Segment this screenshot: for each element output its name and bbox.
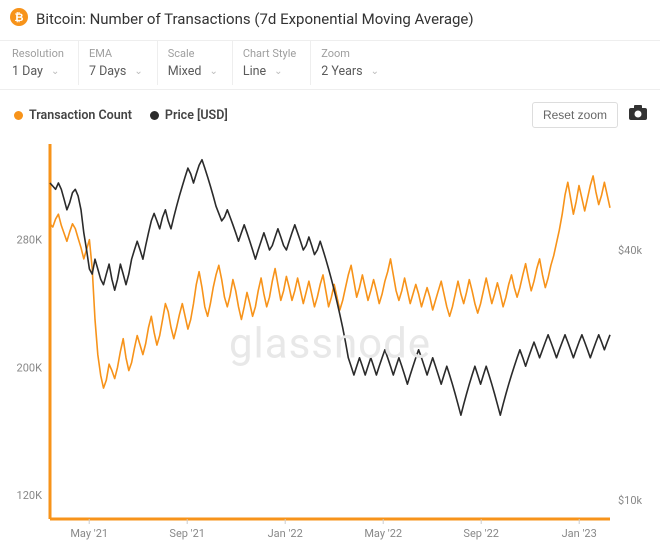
control-scale[interactable]: Scale Mixed ⌄ <box>158 41 233 85</box>
legend-dot <box>150 111 159 120</box>
control-resolution[interactable]: Resolution 1 Day ⌄ <box>2 41 79 85</box>
control-label: Resolution <box>12 47 64 60</box>
legend: Transaction Count Price [USD] <box>14 108 228 123</box>
control-label: Zoom <box>321 47 379 60</box>
control-label: Scale <box>168 47 218 60</box>
chevron-down-icon: ⌄ <box>371 66 379 77</box>
legend-item-price[interactable]: Price [USD] <box>150 108 228 123</box>
svg-text:$40k: $40k <box>618 244 643 257</box>
svg-text:May '22: May '22 <box>364 527 402 540</box>
svg-text:120K: 120K <box>17 489 43 502</box>
chevron-down-icon: ⌄ <box>51 66 59 77</box>
svg-text:Sep '21: Sep '21 <box>169 527 205 540</box>
control-ema[interactable]: EMA 7 Days ⌄ <box>79 41 158 85</box>
chevron-down-icon: ⌄ <box>274 66 282 77</box>
control-chartstyle[interactable]: Chart Style Line ⌄ <box>233 41 311 85</box>
chevron-down-icon: ⌄ <box>209 66 217 77</box>
chart-svg: 120K 200K 280K $10k $40k May '21 Sep '21 Jan '2… <box>0 134 660 554</box>
svg-text:Jan '23: Jan '23 <box>562 527 597 540</box>
control-label: EMA <box>89 47 143 60</box>
control-zoom[interactable]: Zoom 2 Years ⌄ <box>311 41 393 85</box>
controls-bar: Resolution 1 Day ⌄ EMA 7 Days ⌄ Scale Mixe… <box>0 40 660 90</box>
chart[interactable]: glassnode 120K200K280K$10k$40kMay '21Sep… <box>0 134 660 554</box>
svg-text:₿: ₿ <box>14 11 23 24</box>
control-value: 1 Day <box>12 64 43 79</box>
svg-text:May '21: May '21 <box>70 527 108 540</box>
legend-label: Transaction Count <box>29 108 132 123</box>
page-title: Bitcoin: Number of Transactions (7d Expo… <box>36 10 474 28</box>
control-value: Mixed <box>168 64 202 79</box>
control-label: Chart Style <box>243 47 296 60</box>
control-value: 2 Years <box>321 64 362 79</box>
svg-text:Jan '22: Jan '22 <box>268 527 303 540</box>
svg-text:$10k: $10k <box>618 494 643 507</box>
control-value: 7 Days <box>89 64 126 79</box>
btc-icon: ₿ <box>10 8 28 30</box>
chevron-down-icon: ⌄ <box>134 66 142 77</box>
control-value: Line <box>243 64 266 79</box>
svg-text:Sep '22: Sep '22 <box>463 527 499 540</box>
legend-label: Price [USD] <box>165 108 228 123</box>
svg-text:200K: 200K <box>17 361 43 374</box>
svg-text:280K: 280K <box>17 234 43 247</box>
legend-dot <box>14 111 23 120</box>
reset-zoom-button[interactable]: Reset zoom <box>532 102 618 128</box>
camera-icon[interactable] <box>628 105 648 125</box>
legend-item-transactions[interactable]: Transaction Count <box>14 108 132 123</box>
